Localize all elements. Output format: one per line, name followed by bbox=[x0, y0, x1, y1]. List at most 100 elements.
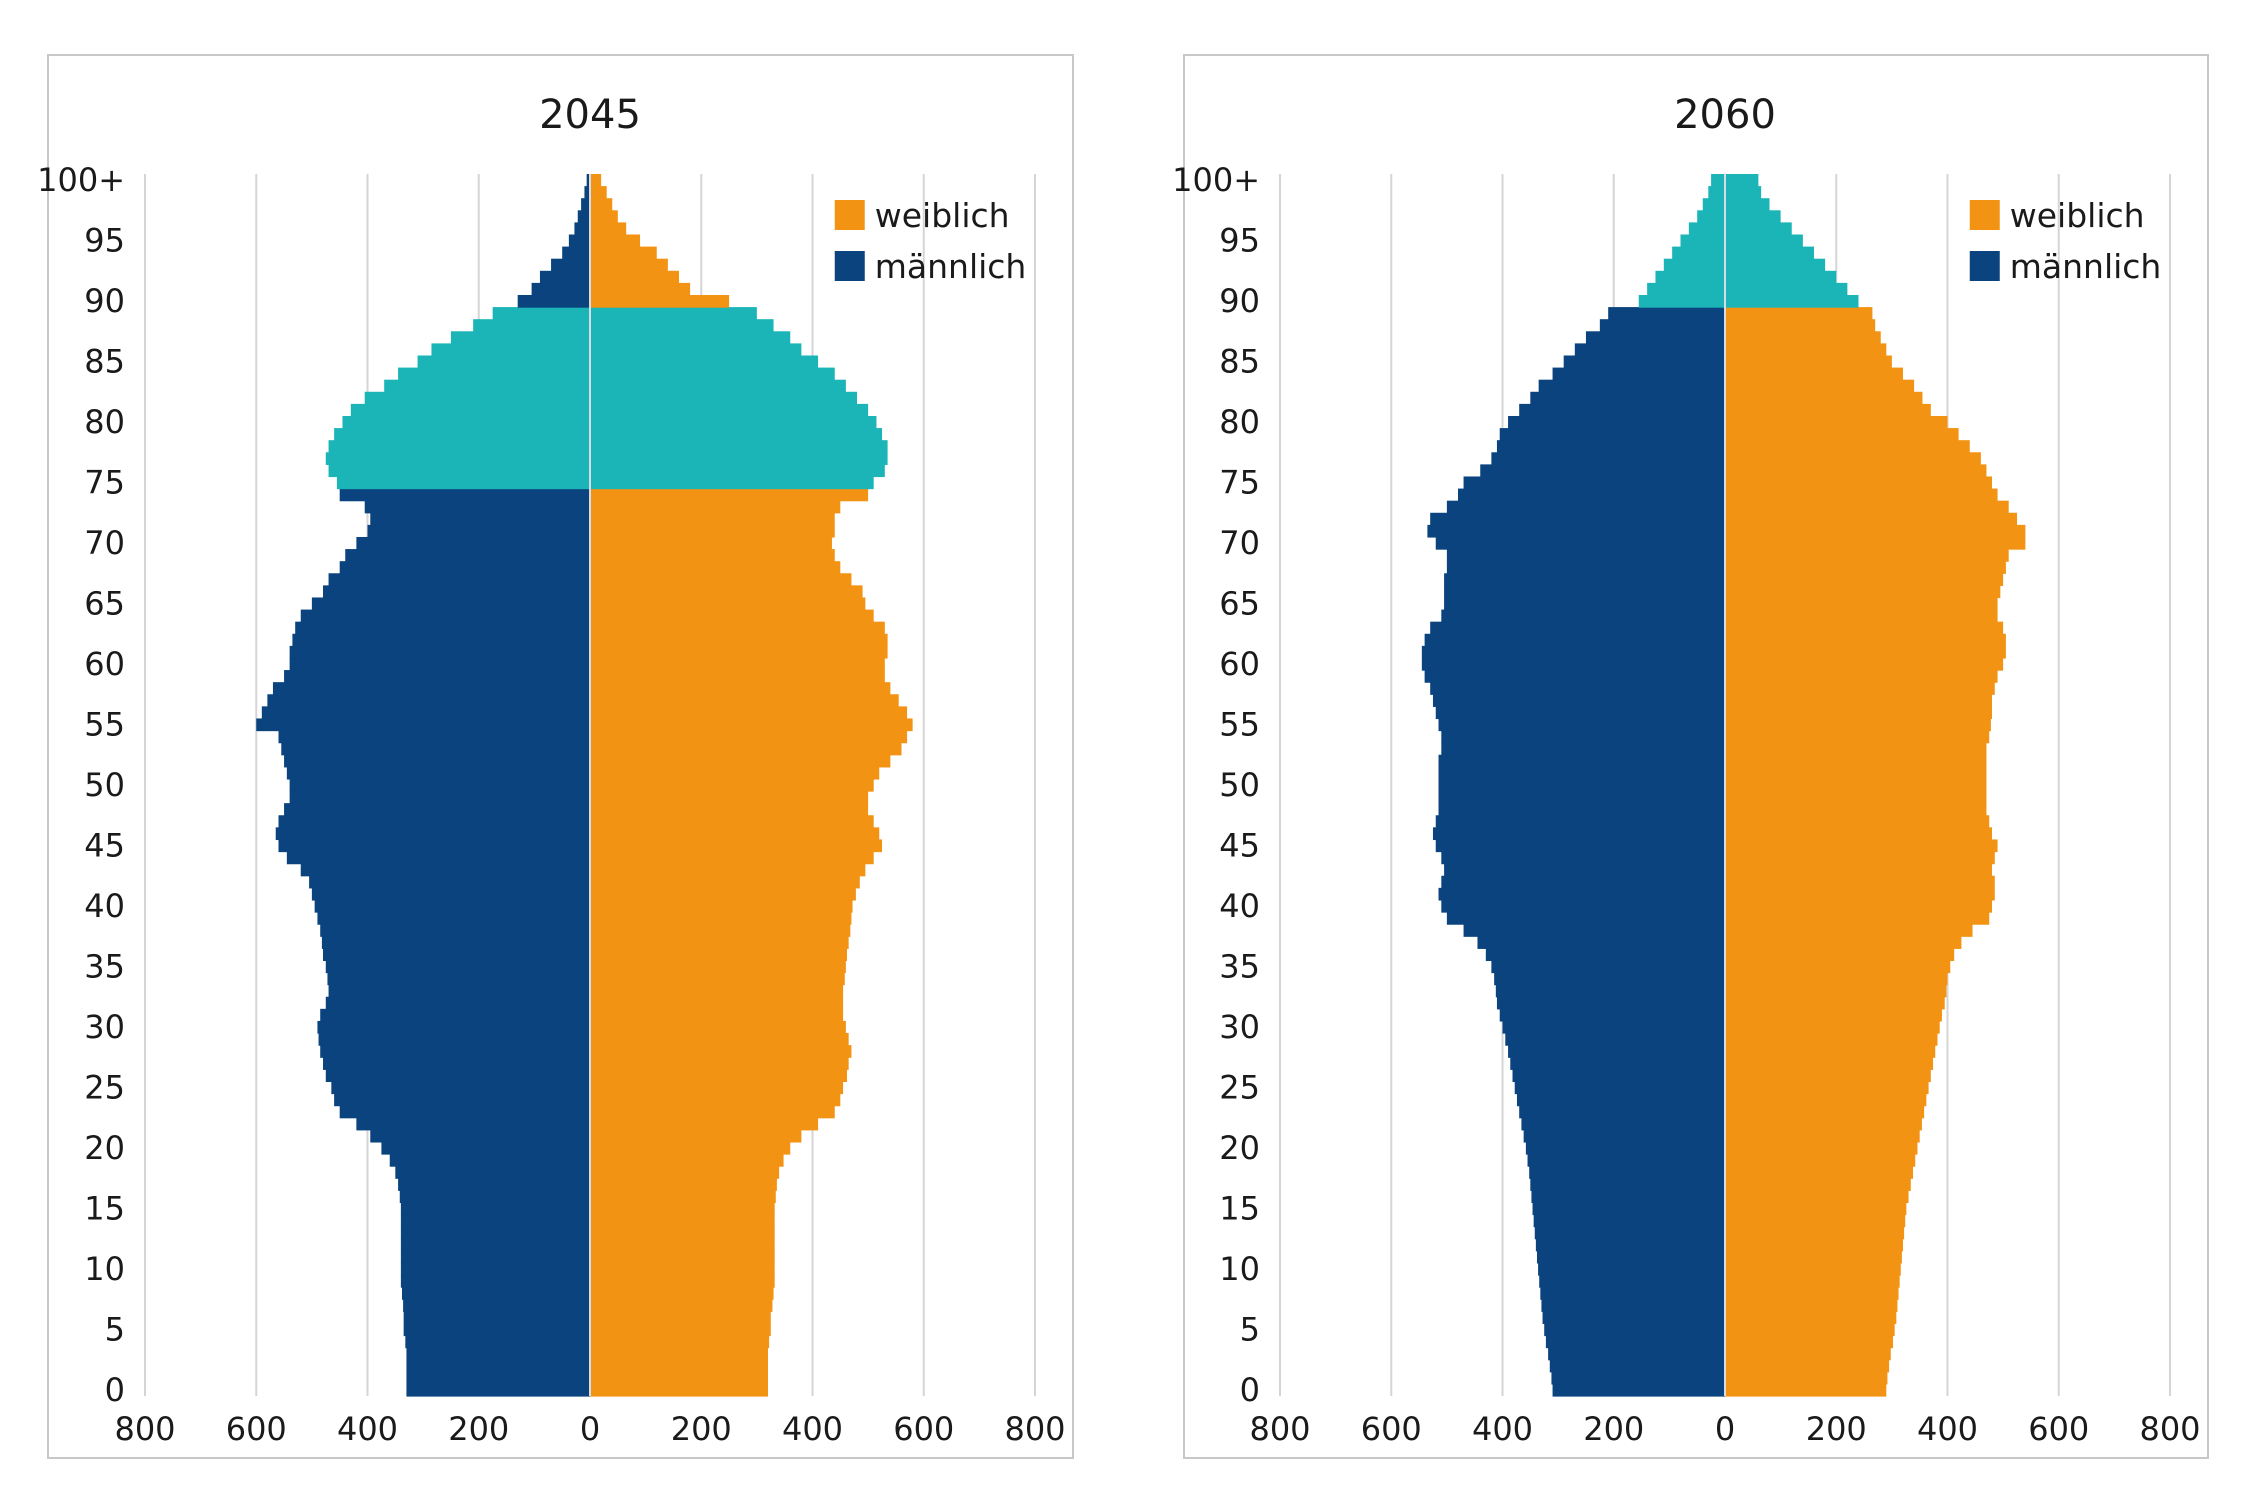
y-tick-label: 0 bbox=[1240, 1371, 1260, 1409]
bar-maennlich-age-14 bbox=[1533, 1214, 1725, 1228]
bar-maennlich-age-80 bbox=[1508, 415, 1725, 429]
bar-weiblich-age-73 bbox=[1725, 500, 2009, 514]
bar-weiblich-age-17 bbox=[590, 1178, 777, 1191]
bar-weiblich-age-84 bbox=[1725, 367, 1903, 381]
y-tick-label: 20 bbox=[1219, 1129, 1260, 1167]
bar-maennlich-age-82 bbox=[1530, 391, 1725, 405]
bar-maennlich-age-58 bbox=[1430, 682, 1725, 695]
legend-label-maennlich: männlich bbox=[2010, 247, 2162, 286]
y-tick-label: 90 bbox=[84, 282, 125, 320]
bar-weiblich-age-88 bbox=[1725, 319, 1876, 332]
bar-weiblich-age-98 bbox=[590, 198, 613, 211]
bar-maennlich-age-2 bbox=[1549, 1359, 1725, 1373]
bar-maennlich-age-38 bbox=[320, 924, 590, 937]
bar-weiblich-age-72 bbox=[590, 512, 835, 526]
bar-weiblich-age-61 bbox=[1725, 645, 2006, 659]
bar-weiblich-age-26 bbox=[1725, 1069, 1931, 1083]
bar-maennlich-age-25 bbox=[1514, 1081, 1725, 1095]
bar-maennlich-age-32 bbox=[325, 996, 590, 1010]
bar-maennlich-age-50 bbox=[289, 778, 590, 792]
bar-weiblich-age-30 bbox=[1725, 1020, 1940, 1034]
y-tick-label: 5 bbox=[1240, 1310, 1260, 1348]
bar-weiblich-age-94 bbox=[590, 246, 657, 260]
bar-maennlich-age-57 bbox=[267, 694, 590, 707]
bar-weiblich-age-10 bbox=[590, 1262, 775, 1276]
bar-weiblich-age-56 bbox=[590, 706, 908, 720]
bar-weiblich-age-14 bbox=[1725, 1214, 1906, 1228]
bar-maennlich-age-71 bbox=[1427, 524, 1725, 538]
bar-weiblich-age-53 bbox=[1725, 742, 1987, 756]
bar-weiblich-age-96 bbox=[590, 222, 627, 236]
bar-maennlich-age-53 bbox=[281, 742, 590, 756]
bar-maennlich-age-61 bbox=[289, 645, 590, 659]
bar-maennlich-age-12 bbox=[1535, 1238, 1725, 1252]
y-tick-label: 15 bbox=[84, 1189, 125, 1227]
bar-weiblich-age-79 bbox=[1725, 428, 1959, 441]
bar-maennlich-age-97 bbox=[1697, 210, 1725, 223]
bar-maennlich-age-60 bbox=[289, 657, 590, 671]
bar-weiblich-age-49 bbox=[590, 791, 869, 804]
bar-maennlich-age-29 bbox=[318, 1033, 590, 1046]
bar-maennlich-age-32 bbox=[1496, 996, 1725, 1010]
bar-maennlich-age-54 bbox=[278, 730, 590, 744]
y-tick-label: 50 bbox=[1219, 766, 1260, 804]
bar-maennlich-age-10 bbox=[1538, 1262, 1725, 1276]
bar-maennlich-age-16 bbox=[399, 1190, 590, 1204]
bar-weiblich-age-10 bbox=[1725, 1262, 1901, 1276]
y-tick-label: 35 bbox=[1219, 947, 1260, 985]
bar-maennlich-age-72 bbox=[370, 512, 590, 526]
bar-weiblich-age-4 bbox=[590, 1335, 770, 1349]
bar-maennlich-age-58 bbox=[272, 682, 590, 695]
bar-weiblich-age-16 bbox=[1725, 1190, 1909, 1204]
bar-weiblich-age-15 bbox=[1725, 1202, 1907, 1216]
bar-maennlich-age-99 bbox=[1708, 186, 1725, 199]
bar-weiblich-age-41 bbox=[1725, 887, 1995, 901]
y-tick-label: 75 bbox=[1219, 464, 1260, 502]
bar-weiblich-age-77 bbox=[590, 452, 888, 465]
y-tick-label: 55 bbox=[1219, 706, 1260, 744]
bar-weiblich-age-22 bbox=[590, 1117, 819, 1131]
bar-maennlich-age-96 bbox=[574, 222, 590, 236]
bar-maennlich-age-80 bbox=[342, 415, 590, 429]
bar-maennlich-age-93 bbox=[551, 258, 590, 272]
x-tick-label: 800 bbox=[1249, 1410, 1310, 1448]
y-tick-label: 60 bbox=[1219, 645, 1260, 683]
bar-maennlich-age-17 bbox=[1530, 1178, 1725, 1191]
bar-weiblich-age-80 bbox=[1725, 415, 1948, 429]
bar-maennlich-age-56 bbox=[1435, 706, 1725, 720]
y-tick-label: 35 bbox=[84, 947, 125, 985]
bar-maennlich-age-27 bbox=[1510, 1057, 1725, 1070]
bar-maennlich-age-36 bbox=[323, 948, 590, 962]
y-tick-label: 30 bbox=[84, 1008, 125, 1046]
bar-weiblich-age-31 bbox=[1725, 1008, 1942, 1022]
bar-maennlich-age-64 bbox=[300, 609, 590, 623]
bar-maennlich-age-46 bbox=[1432, 827, 1725, 841]
bar-maennlich-age-81 bbox=[350, 403, 590, 417]
bar-maennlich-age-33 bbox=[1495, 984, 1725, 998]
bar-maennlich-age-11 bbox=[1536, 1250, 1725, 1264]
bar-maennlich-age-3 bbox=[406, 1347, 590, 1361]
bar-weiblich-age-71 bbox=[1725, 524, 2026, 538]
bar-maennlich-age-10 bbox=[400, 1262, 590, 1276]
y-tick-label: 70 bbox=[84, 524, 125, 562]
bar-maennlich-age-75 bbox=[336, 476, 590, 490]
bar-weiblich-age-69 bbox=[1725, 549, 2009, 562]
legend-swatch-maennlich bbox=[1969, 251, 2000, 281]
bar-maennlich-age-1 bbox=[1551, 1371, 1725, 1385]
x-tick-label: 600 bbox=[1361, 1410, 1422, 1448]
bar-maennlich-age-12 bbox=[400, 1238, 590, 1252]
bar-maennlich-age-24 bbox=[334, 1093, 590, 1107]
bar-maennlich-age-92 bbox=[539, 270, 590, 284]
bar-weiblich-age-96 bbox=[1725, 222, 1792, 236]
bar-weiblich-age-82 bbox=[590, 391, 857, 405]
bar-weiblich-age-88 bbox=[590, 319, 774, 332]
bar-maennlich-age-54 bbox=[1441, 730, 1725, 744]
bar-maennlich-age-91 bbox=[531, 282, 590, 296]
bar-weiblich-age-95 bbox=[1725, 234, 1803, 248]
bar-maennlich-age-95 bbox=[1680, 234, 1725, 248]
bar-maennlich-age-13 bbox=[400, 1226, 590, 1240]
bar-maennlich-age-6 bbox=[403, 1311, 590, 1325]
bar-weiblich-age-21 bbox=[1725, 1129, 1920, 1143]
population-pyramid-2060: 2060 0 5 10 15 20 25 30 35 40 45 50 55 60 65 70 75 80 85 90… bbox=[1172, 54, 2209, 1459]
